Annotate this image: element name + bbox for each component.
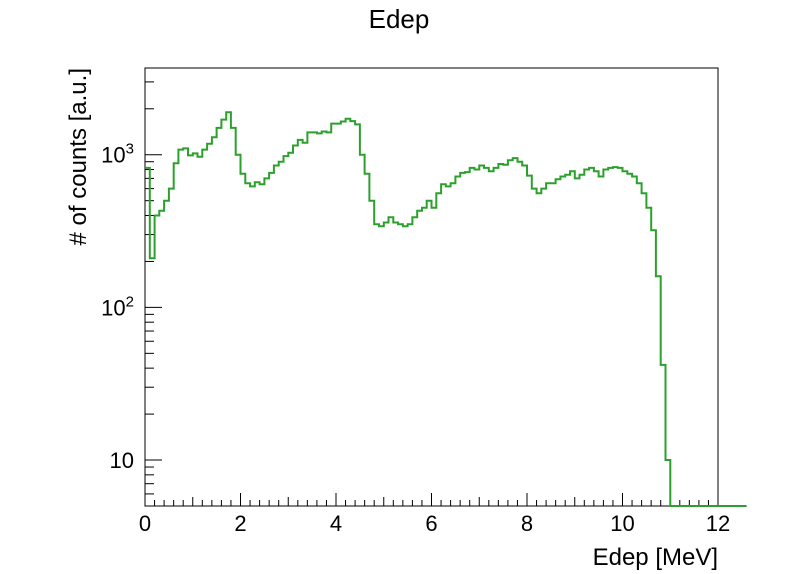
x-tick-label: 12 bbox=[706, 511, 730, 536]
x-tick-label: 0 bbox=[139, 511, 151, 536]
plot-frame bbox=[144, 67, 719, 507]
y-tick-label: 103 bbox=[101, 141, 134, 168]
chart-title: Edep bbox=[369, 4, 430, 34]
y-tick-label: 102 bbox=[101, 293, 134, 320]
y-tick-label: 10 bbox=[110, 448, 134, 473]
x-axis: 0 2 4 6 8 10 12 bbox=[139, 493, 730, 536]
histogram-series-line bbox=[145, 111, 747, 507]
y-axis: 10 102 103 bbox=[101, 81, 162, 507]
x-axis-label: Edep [MeV] bbox=[593, 544, 718, 571]
x-tick-label: 4 bbox=[330, 511, 342, 536]
x-tick-label: 10 bbox=[610, 511, 634, 536]
x-tick-label: 8 bbox=[521, 511, 533, 536]
x-tick-label: 6 bbox=[425, 511, 437, 536]
y-axis-label: # of counts [a.u.] bbox=[65, 68, 92, 245]
x-tick-label: 2 bbox=[234, 511, 246, 536]
